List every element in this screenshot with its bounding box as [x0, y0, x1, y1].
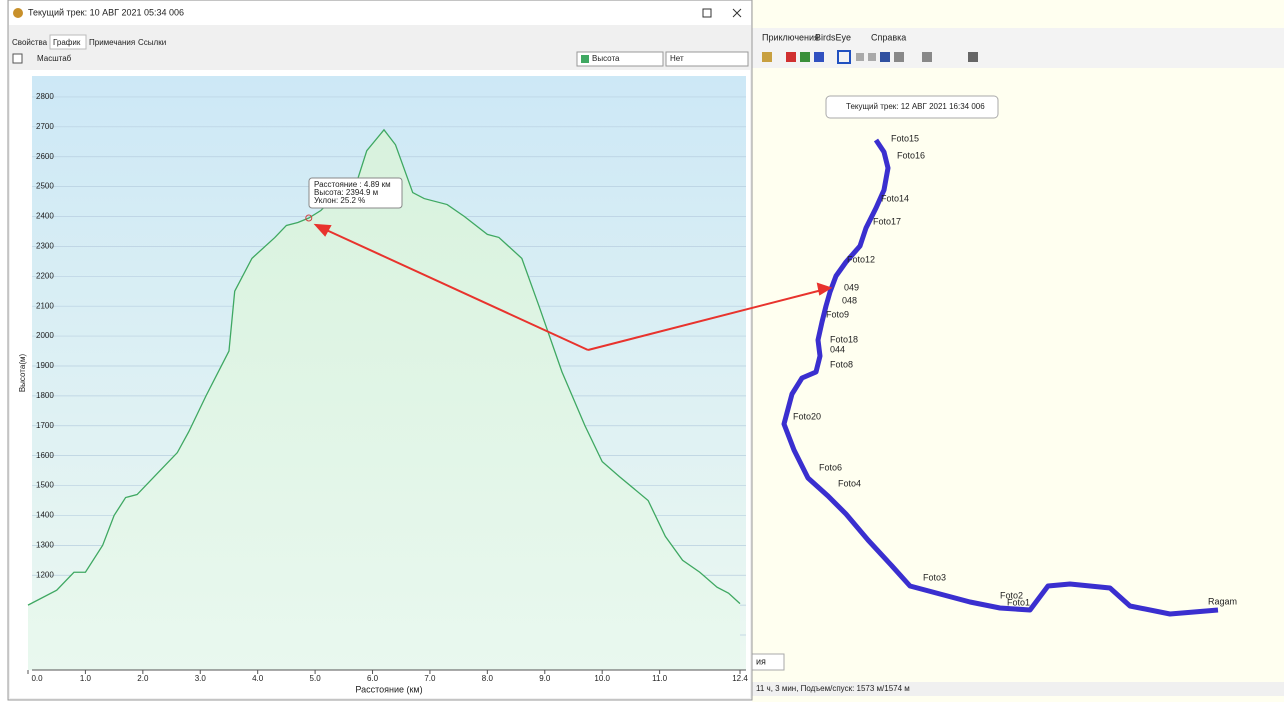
map-label: Foto17	[873, 216, 901, 226]
map-label: 049	[844, 282, 859, 292]
y-tick-label: 2600	[36, 152, 54, 161]
y-tick-label: 1400	[36, 511, 54, 520]
tab[interactable]: Ссылки	[138, 38, 166, 47]
x-tick-label: 12.4	[732, 674, 748, 683]
x-tick-label: 10.0	[594, 674, 610, 683]
map-label: Foto2	[1000, 590, 1023, 600]
map-label: Foto20	[793, 411, 821, 421]
tooltip-line: Расстояние : 4.89 км	[314, 180, 391, 189]
map-label: Foto15	[891, 133, 919, 143]
menu-item[interactable]: Справка	[871, 32, 906, 42]
map-label: 048	[842, 295, 857, 305]
tab-active	[49, 34, 87, 50]
menu-item[interactable]: Приключения	[762, 32, 819, 42]
y-tick-label: 2400	[36, 212, 54, 221]
y-tick-label: 2000	[36, 331, 54, 340]
x-tick-label: 2.0	[137, 674, 149, 683]
tooltip-box	[308, 177, 403, 209]
map-label: Foto1	[1007, 597, 1030, 607]
y-tick-label: 1800	[36, 391, 54, 400]
cursor-point	[305, 214, 313, 222]
y-tick-label: 2300	[36, 242, 54, 251]
y-tick-label: 2700	[36, 122, 54, 131]
map-label: Foto18	[830, 334, 858, 344]
tab[interactable]: График	[53, 38, 81, 47]
y-tick-label: 1600	[36, 451, 54, 460]
x-tick-label: 11.0	[652, 674, 668, 683]
x-tick-label: 7.0	[424, 674, 436, 683]
menu-item[interactable]: BirdsEye	[815, 32, 851, 42]
map-dropdown-text: ия	[756, 656, 766, 666]
y-tick-label: 1300	[36, 540, 54, 549]
track	[781, 138, 1219, 617]
y-tick-label: 2500	[36, 182, 54, 191]
dropdown[interactable]	[665, 51, 749, 67]
window-title: Текущий трек: 10 АВГ 2021 05:34 006	[28, 7, 184, 17]
tab[interactable]: Свойства	[12, 38, 48, 47]
map-label: Foto9	[826, 309, 849, 319]
map-label: Foto6	[819, 462, 842, 472]
menu-bar	[752, 28, 1284, 68]
x-tick-label: 3.0	[195, 674, 207, 683]
y-tick-label: 1700	[36, 421, 54, 430]
popup-text: Текущий трек: 12 АВГ 2021 16:34 006	[846, 102, 985, 111]
x-tick-label: 0.0	[31, 674, 43, 683]
y-tick-label: 1500	[36, 481, 54, 490]
x-axis-label: Расстояние (км)	[355, 684, 422, 694]
title-bar	[9, 1, 751, 25]
tooltip-line: Высота: 2394.9 м	[314, 188, 378, 197]
x-tick-label: 6.0	[367, 674, 379, 683]
annotation-arrows	[313, 223, 833, 351]
map-labels: Foto15 Foto16 Foto14 Foto17 Foto12 049 0…	[793, 133, 1237, 607]
map-label: Ragam	[1208, 596, 1237, 606]
map-label: Foto16	[897, 150, 925, 160]
dropdown[interactable]	[576, 51, 664, 67]
swatch	[581, 55, 589, 63]
dropdown-text: Высота	[592, 54, 620, 63]
x-tick-label: 4.0	[252, 674, 264, 683]
checkbox-label: Масштаб	[37, 54, 72, 63]
y-tick-label: 1200	[36, 570, 54, 579]
status-text: 11 ч, 3 мин, Подъем/спуск: 1573 м/1574 м	[756, 684, 910, 693]
status-bar	[752, 682, 1284, 696]
map-label: Foto3	[923, 572, 946, 582]
close-button[interactable]	[732, 8, 742, 18]
popup: Текущий трек: 12 АВГ 2021 16:34 006	[825, 95, 999, 119]
checkbox[interactable]	[12, 53, 23, 64]
map-label: Foto4	[838, 478, 861, 488]
y-tick-label: 1900	[36, 361, 54, 370]
y-axis-label: Высота(м)	[18, 354, 27, 393]
x-tick-label: 5.0	[310, 674, 322, 683]
y-tick-label: 2800	[36, 92, 54, 101]
y-tick-label: 2200	[36, 271, 54, 280]
tab[interactable]: Примечания	[89, 38, 135, 47]
app-icon	[13, 8, 23, 18]
map-label: Foto8	[830, 359, 853, 369]
map-label: Foto12	[847, 254, 875, 264]
area	[28, 129, 740, 671]
x-tick-label: 1.0	[80, 674, 92, 683]
toolbar	[762, 50, 978, 64]
y-tick-label: 2100	[36, 301, 54, 310]
x-tick-label: 8.0	[482, 674, 494, 683]
line	[27, 128, 741, 606]
dropdown-text: Нет	[670, 54, 684, 63]
map-label: 044	[830, 344, 845, 354]
maximize-button[interactable]	[702, 8, 712, 18]
map-label: Foto14	[881, 193, 909, 203]
x-tick-label: 9.0	[539, 674, 551, 683]
tooltip-line: Уклон: 25.2 %	[314, 196, 365, 205]
